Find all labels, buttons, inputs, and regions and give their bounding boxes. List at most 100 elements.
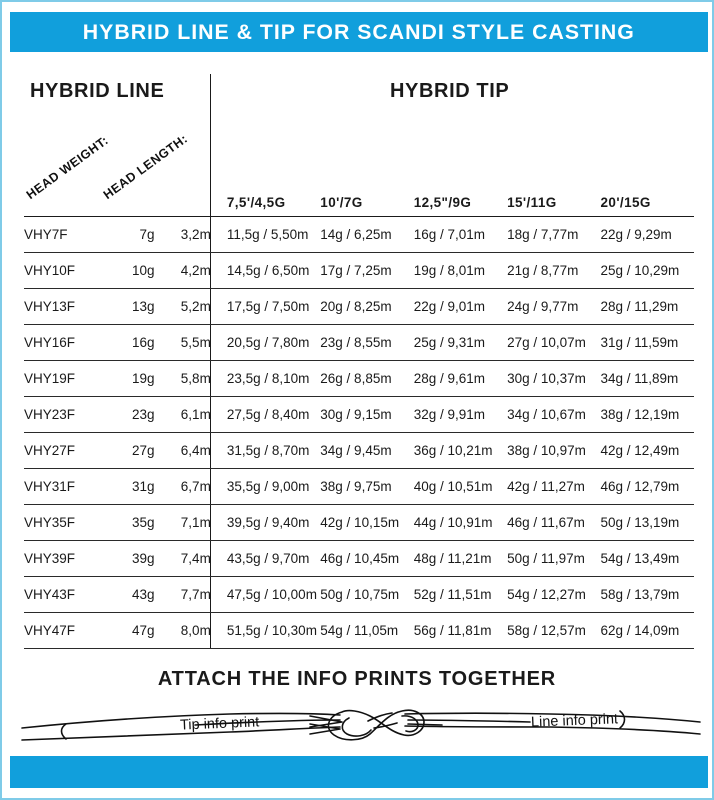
column-header-tip-1: 7,5'/4,5G — [226, 195, 286, 210]
cell-length: 7,4m — [180, 551, 211, 566]
cell-model: VHY35F — [24, 515, 76, 530]
cell-tip-4: 34g / 10,67m — [507, 407, 586, 422]
cell-model: VHY16F — [24, 335, 76, 350]
cell-tip-2: 17g / 7,25m — [320, 263, 392, 278]
cell-tip-5: 22g / 9,29m — [600, 227, 672, 242]
cell-weight: 31g — [132, 479, 155, 494]
cell-gap — [211, 613, 227, 649]
cell-model: VHY39F — [24, 551, 76, 566]
cell-length: 8,0m — [180, 623, 211, 638]
page-title: HYBRID LINE & TIP FOR SCANDI STYLE CASTI… — [82, 19, 636, 44]
cell-gap — [211, 433, 227, 469]
cell-tip-3: 28g / 9,61m — [413, 371, 485, 386]
cell-model: VHY19F — [24, 371, 76, 386]
cell-tip-5: 50g / 13,19m — [600, 515, 680, 530]
cell-tip-3: 19g / 8,01m — [413, 263, 485, 278]
spec-table: 7,5'/4,5G 10'/7G 12,5"/9G 15'/11G 20'/15… — [24, 178, 694, 649]
column-header-tip-4: 15'/11G — [507, 195, 557, 210]
cell-weight: 13g — [132, 299, 155, 314]
cell-tip-3: 32g / 9,91m — [413, 407, 485, 422]
cell-tip-5: 46g / 12,79m — [600, 479, 680, 494]
cell-tip-5: 38g / 12,19m — [600, 407, 680, 422]
cell-model: VHY31F — [24, 479, 76, 494]
column-header-tip-2: 10'/7G — [320, 195, 363, 210]
column-header-model — [24, 178, 100, 217]
cell-tip-2: 26g / 8,85m — [320, 371, 392, 386]
cell-tip-3: 22g / 9,01m — [413, 299, 485, 314]
cell-tip-5: 31g / 11,59m — [600, 335, 679, 350]
cell-model: VHY23F — [24, 407, 76, 422]
section-title-hybrid-line: HYBRID LINE — [30, 80, 165, 102]
cell-gap — [211, 361, 227, 397]
column-header-tip-5: 20'/15G — [600, 195, 651, 210]
cell-model: VHY43F — [24, 587, 76, 602]
cell-weight: 39g — [132, 551, 155, 566]
cell-tip-1: 14,5g / 6,50m — [226, 263, 310, 278]
cell-tip-4: 27g / 10,07m — [507, 335, 586, 350]
table-body: VHY7F 7g 3,2m 11,5g / 5,50m 14g / 6,25m 16g /… — [24, 217, 694, 649]
cell-tip-1: 51,5g / 10,30m — [226, 623, 317, 638]
cell-tip-3: 40g / 10,51m — [413, 479, 493, 494]
cell-length: 5,5m — [180, 335, 211, 350]
cell-weight: 47g — [132, 623, 155, 638]
cell-tip-1: 23,5g / 8,10m — [226, 371, 310, 386]
cell-tip-4: 50g / 11,97m — [507, 551, 585, 566]
cell-tip-3: 48g / 11,21m — [413, 551, 492, 566]
cell-gap — [211, 469, 227, 505]
table-row: VHY23F 23g 6,1m 27,5g / 8,40m 30g / 9,15m 32g… — [24, 397, 694, 433]
table-row: VHY10F 10g 4,2m 14,5g / 6,50m 17g / 7,25m 19g… — [24, 253, 694, 289]
cell-model: VHY13F — [24, 299, 76, 314]
column-header-length — [155, 178, 211, 217]
cell-tip-2: 54g / 11,05m — [320, 623, 399, 638]
cell-weight: 43g — [132, 587, 155, 602]
cell-weight: 23g — [132, 407, 155, 422]
section-divider — [210, 74, 211, 648]
cell-tip-2: 14g / 6,25m — [320, 227, 392, 242]
cell-tip-1: 11,5g / 5,50m — [226, 227, 309, 242]
cell-tip-4: 46g / 11,67m — [507, 515, 585, 530]
title-bar: HYBRID LINE & TIP FOR SCANDI STYLE CASTI… — [10, 12, 708, 52]
cell-tip-3: 56g / 11,81m — [413, 623, 492, 638]
cell-gap — [211, 397, 227, 433]
cell-gap — [211, 505, 227, 541]
cell-tip-2: 20g / 8,25m — [320, 299, 392, 314]
cell-length: 6,7m — [180, 479, 211, 494]
cell-weight: 16g — [132, 335, 155, 350]
cell-length: 3,2m — [180, 227, 211, 242]
section-title-hybrid-tip: HYBRID TIP — [390, 80, 510, 102]
cell-gap — [211, 577, 227, 613]
label-line-info-print: Line info print — [530, 711, 619, 731]
cell-tip-3: 52g / 11,51m — [413, 587, 492, 602]
cell-tip-3: 36g / 10,21m — [413, 443, 493, 458]
cell-length: 7,7m — [180, 587, 211, 602]
cell-tip-5: 28g / 11,29m — [600, 299, 679, 314]
cell-weight: 19g — [132, 371, 155, 386]
cell-tip-2: 34g / 9,45m — [320, 443, 392, 458]
cell-gap — [211, 217, 227, 253]
cell-tip-1: 20,5g / 7,80m — [226, 335, 310, 350]
knot-diagram-svg — [21, 709, 701, 741]
cell-gap — [211, 325, 227, 361]
attach-instruction-title: ATTACH THE INFO PRINTS TOGETHER — [157, 668, 557, 690]
cell-tip-3: 44g / 10,91m — [413, 515, 493, 530]
cell-tip-1: 17,5g / 7,50m — [226, 299, 310, 314]
table-row: VHY47F 47g 8,0m 51,5g / 10,30m 54g / 11,05m 5… — [24, 613, 694, 649]
cell-length: 6,1m — [180, 407, 211, 422]
cell-tip-5: 25g / 10,29m — [600, 263, 680, 278]
cell-tip-4: 38g / 10,97m — [507, 443, 586, 458]
cell-tip-2: 50g / 10,75m — [320, 587, 400, 602]
cell-tip-2: 46g / 10,45m — [320, 551, 400, 566]
cell-tip-1: 43,5g / 9,70m — [226, 551, 310, 566]
cell-gap — [211, 289, 227, 325]
cell-tip-4: 21g / 8,77m — [507, 263, 579, 278]
cell-weight: 7g — [139, 227, 155, 242]
cell-tip-4: 30g / 10,37m — [507, 371, 586, 386]
cell-tip-1: 47,5g / 10,00m — [226, 587, 317, 602]
cell-length: 6,4m — [180, 443, 211, 458]
cell-weight: 10g — [132, 263, 155, 278]
cell-model: VHY27F — [24, 443, 76, 458]
cell-tip-4: 58g / 12,57m — [507, 623, 586, 638]
cell-tip-1: 31,5g / 8,70m — [226, 443, 310, 458]
cell-tip-2: 30g / 9,15m — [320, 407, 392, 422]
